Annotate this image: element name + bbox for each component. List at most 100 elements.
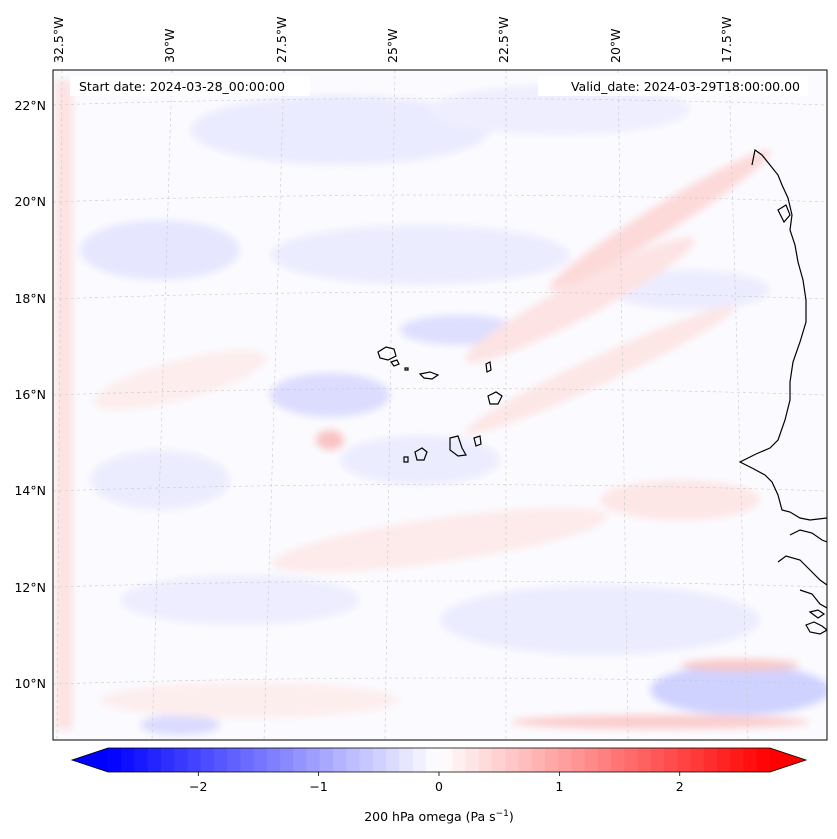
field-negative-patch bbox=[80, 220, 240, 280]
field-positive-patch bbox=[510, 715, 810, 729]
colorbar-cell bbox=[730, 748, 745, 772]
island-sal bbox=[485, 361, 492, 373]
colorbar-cell bbox=[346, 748, 361, 772]
colorbar-cell bbox=[266, 748, 281, 772]
field-negative-patch bbox=[610, 270, 770, 310]
colorbar-cell bbox=[108, 748, 122, 772]
colorbar-cell bbox=[558, 748, 572, 772]
colorbar-cell bbox=[611, 748, 625, 772]
field-negative-patch bbox=[190, 95, 490, 165]
field-positive-patch bbox=[463, 305, 737, 435]
field-negative-patch bbox=[140, 715, 220, 735]
field-positive-patch bbox=[92, 349, 268, 411]
colorbar-tick-label: 0 bbox=[435, 779, 443, 794]
colorbar-cell bbox=[650, 748, 665, 772]
colorbar-cell bbox=[664, 748, 678, 772]
colorbar-cell bbox=[624, 748, 639, 772]
colorbar-outline bbox=[70, 747, 808, 773]
latitude-labels: 22°N 20°N 18°N 16°N 14°N 12°N 10°N bbox=[14, 98, 46, 691]
omega-field bbox=[55, 80, 827, 735]
parallel-line bbox=[53, 194, 827, 203]
coastlines bbox=[738, 148, 827, 635]
colorbar-cell bbox=[518, 748, 533, 772]
colorbar-cell bbox=[531, 748, 546, 772]
colorbar-cell bbox=[584, 748, 599, 772]
longitude-tick-label: 20°W bbox=[608, 28, 623, 63]
colorbar-cell bbox=[412, 748, 427, 772]
latitude-tick-label: 14°N bbox=[14, 483, 46, 498]
colorbar-cell bbox=[200, 748, 215, 772]
island-brava bbox=[403, 456, 409, 463]
colorbar-cell bbox=[253, 748, 268, 772]
island-santiago bbox=[449, 435, 467, 457]
colorbar-extend-low bbox=[72, 748, 108, 772]
parallel-line bbox=[53, 388, 827, 396]
field-negative-patch bbox=[650, 665, 827, 715]
field-positive-patch bbox=[549, 150, 771, 290]
colorbar-cell bbox=[227, 748, 241, 772]
meridian-line bbox=[728, 70, 749, 740]
field-positive-patch bbox=[316, 430, 344, 450]
meridian-line bbox=[384, 70, 396, 740]
field-positive-patch bbox=[464, 236, 696, 364]
bijagos-islands bbox=[805, 621, 827, 635]
africa-coastline bbox=[738, 148, 827, 521]
colorbar-cell bbox=[491, 748, 506, 772]
field-negative-patch bbox=[120, 575, 360, 625]
colorbar-cell bbox=[756, 748, 771, 772]
parallel-line bbox=[53, 484, 827, 492]
colorbar-cell bbox=[597, 748, 612, 772]
colorbar-label-text: 200 hPa omega (Pa s bbox=[364, 809, 495, 824]
island-boa-vista bbox=[487, 391, 503, 405]
parallel-line bbox=[53, 580, 827, 588]
island-santo-antao bbox=[377, 346, 397, 361]
colorbar-extend-high bbox=[770, 748, 806, 772]
colorbar-cell bbox=[160, 748, 175, 772]
colorbar-cell bbox=[359, 748, 374, 772]
colorbar-cell bbox=[213, 748, 228, 772]
longitude-tick-label: 22.5°W bbox=[496, 17, 511, 63]
latitude-tick-label: 20°N bbox=[14, 194, 46, 209]
colorbar-tick-label: 2 bbox=[676, 779, 684, 794]
colorbar-tick-label: −1 bbox=[309, 779, 327, 794]
parallel-line bbox=[53, 98, 827, 106]
island-sao-nicolau bbox=[418, 371, 440, 380]
colorbar-label-close: ) bbox=[509, 809, 514, 824]
longitude-tick-label: 30°W bbox=[162, 28, 177, 63]
field-positive-patch bbox=[271, 507, 609, 573]
island-fogo bbox=[414, 447, 428, 461]
colorbar-cell bbox=[147, 748, 162, 772]
colorbar-cell bbox=[134, 748, 149, 772]
colorbar-cell bbox=[452, 748, 466, 772]
colorbar-ticks: −2 −1 0 1 2 bbox=[189, 772, 684, 794]
colorbar-cell bbox=[544, 748, 559, 772]
colorbar-cell bbox=[121, 748, 135, 772]
island-maio bbox=[473, 435, 482, 447]
colorbar-cell bbox=[505, 748, 519, 772]
colorbar-label: 200 hPa omega (Pa s−1) bbox=[364, 809, 514, 824]
banc-arguin-island bbox=[777, 204, 791, 224]
colorbar-cells bbox=[108, 748, 771, 772]
map-plot-area[interactable]: Start date: 2024-03-28_00:00:00 Valid_da… bbox=[52, 69, 830, 741]
valid-date-background bbox=[538, 76, 808, 96]
guinea-coast bbox=[799, 589, 827, 609]
field-positive-patch bbox=[100, 682, 400, 718]
colorbar-label-exponent: −1 bbox=[496, 809, 509, 819]
graticule-lines bbox=[53, 70, 827, 740]
field-positive-patch bbox=[680, 659, 800, 671]
field-negative-patch bbox=[440, 585, 760, 655]
cape-verde-islands bbox=[377, 346, 503, 463]
latitude-tick-label: 10°N bbox=[14, 676, 46, 691]
meridian-line bbox=[617, 70, 629, 740]
start-date-background bbox=[70, 76, 310, 96]
latitude-tick-label: 16°N bbox=[14, 387, 46, 402]
colorbar-cell bbox=[637, 748, 652, 772]
latitude-tick-label: 12°N bbox=[14, 580, 46, 595]
meridian-line bbox=[151, 70, 173, 740]
colorbar-cell bbox=[478, 748, 493, 772]
colorbar-cell bbox=[372, 748, 387, 772]
latitude-tick-label: 22°N bbox=[14, 98, 46, 113]
colorbar: −2 −1 0 1 2 200 hPa omega (Pa s−1) bbox=[70, 747, 808, 824]
meridian-line bbox=[263, 70, 285, 740]
